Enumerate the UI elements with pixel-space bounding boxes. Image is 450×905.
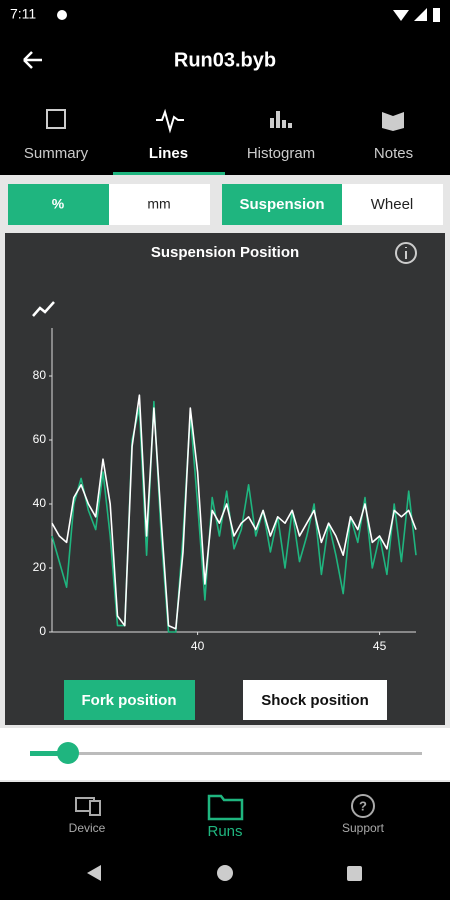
toggle-label: Wheel	[371, 196, 414, 213]
nav-label[interactable]: Device	[69, 821, 106, 835]
nav-back[interactable]	[87, 865, 101, 881]
fork-button[interactable]	[64, 680, 195, 720]
header-title: Run03.byb	[174, 49, 276, 71]
y-tick-label: 40	[33, 496, 47, 510]
x-tick-label: 45	[373, 639, 387, 653]
toggle-wheel[interactable]	[342, 184, 443, 225]
info-icon[interactable]	[395, 242, 417, 264]
histogram-icon	[270, 111, 292, 128]
legend-label: Shock position	[261, 692, 369, 709]
chart-panel	[5, 233, 445, 725]
x-tick-label: 40	[191, 639, 205, 653]
y-tick-label: 80	[33, 368, 47, 382]
y-tick-label: 60	[33, 432, 47, 446]
tab-label[interactable]: Histogram	[247, 145, 315, 162]
signal-icon	[414, 8, 427, 21]
slider-fill	[30, 751, 68, 756]
nav-recents[interactable]	[347, 866, 362, 881]
toggle-label: Suspension	[239, 196, 324, 213]
status-time: 7:11	[10, 6, 36, 22]
settings-icon	[57, 10, 67, 20]
notes-icon	[382, 112, 404, 131]
tab-label[interactable]: Summary	[24, 145, 89, 162]
y-tick-label: 20	[33, 560, 47, 574]
legend-label: Fork position	[82, 692, 177, 709]
tab-label[interactable]: Notes	[374, 145, 413, 162]
device-icon-phone	[89, 800, 101, 816]
slider-track	[30, 752, 422, 755]
back-button[interactable]	[23, 51, 42, 69]
y-tick-label: 0	[39, 624, 46, 638]
chart-title: Suspension Position	[151, 244, 299, 261]
battery-icon	[433, 8, 440, 22]
wifi-icon	[393, 10, 409, 21]
lines-icon	[156, 108, 184, 134]
support-icon	[351, 794, 375, 818]
series-line	[51, 400, 417, 633]
nav-home[interactable]	[217, 865, 233, 881]
active-tab-indicator	[113, 172, 225, 175]
runs-icon	[207, 794, 244, 821]
support-icon-glyph: ?	[359, 798, 367, 813]
summary-icon	[46, 109, 66, 129]
nav-label[interactable]: Support	[342, 821, 385, 835]
tab-label[interactable]: Lines	[149, 145, 188, 162]
slider-thumb[interactable]	[57, 742, 79, 764]
series-line	[51, 394, 417, 630]
chart-icon	[32, 301, 55, 317]
top-bar	[0, 0, 450, 175]
toggle-label: %	[52, 196, 65, 212]
nav-label[interactable]: Runs	[207, 823, 242, 840]
toggle-percent[interactable]	[8, 184, 109, 225]
toggle-suspension[interactable]	[222, 184, 342, 225]
toggle-mm[interactable]	[109, 184, 210, 225]
shock-button[interactable]	[243, 680, 387, 720]
toggle-label: mm	[147, 196, 170, 212]
